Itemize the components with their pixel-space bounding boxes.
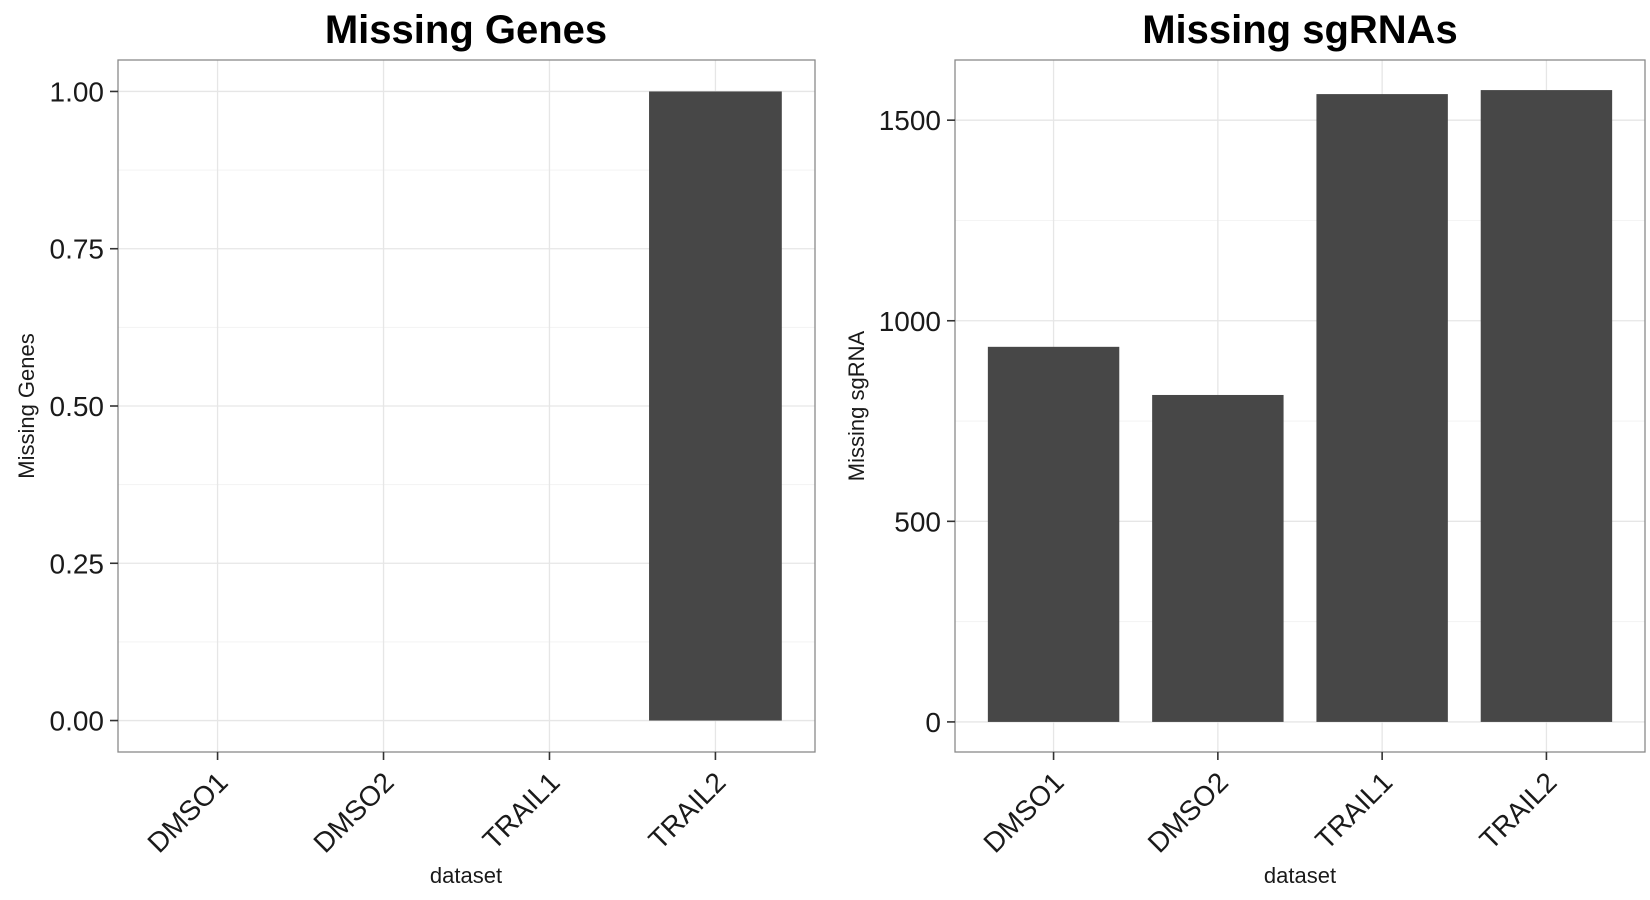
y-tick-label: 0.00 bbox=[50, 706, 105, 737]
x-tick-label: TRAIL1 bbox=[477, 766, 566, 855]
y-tick-label: 0.75 bbox=[50, 234, 105, 265]
x-tick-label: DMSO2 bbox=[1142, 766, 1234, 858]
y-tick-label: 1000 bbox=[879, 306, 941, 337]
y-tick-label: 0.25 bbox=[50, 548, 105, 579]
bar-trail2 bbox=[649, 91, 782, 721]
x-tick-label: DMSO2 bbox=[307, 766, 399, 858]
bar-trail1 bbox=[1316, 94, 1448, 722]
y-axis-title: Missing Genes bbox=[14, 333, 39, 479]
x-axis-title: dataset bbox=[1264, 863, 1336, 888]
y-axis-title: Missing sgRNA bbox=[844, 330, 869, 481]
chart-title: Missing Genes bbox=[325, 8, 607, 52]
x-tick-label: TRAIL2 bbox=[643, 766, 732, 855]
x-tick-label: DMSO1 bbox=[977, 766, 1069, 858]
chart-panel-2: 0 500 1000 1500 DMSO1 DMSO2 TRAIL1 TRAIL2 Missin… bbox=[844, 8, 1646, 888]
y-tick-label: 1.00 bbox=[50, 76, 105, 107]
x-axis-title: dataset bbox=[430, 863, 502, 888]
x-tick-label: TRAIL1 bbox=[1309, 766, 1398, 855]
bar-dmso2 bbox=[1152, 394, 1284, 722]
x-tick-label: TRAIL2 bbox=[1474, 766, 1563, 855]
x-tick-label: DMSO1 bbox=[141, 766, 233, 858]
bar-trail2 bbox=[1480, 90, 1613, 722]
y-tick-label: 0 bbox=[925, 707, 941, 738]
panel-border bbox=[954, 59, 1646, 753]
y-tick-label: 500 bbox=[894, 506, 941, 537]
chart-title: Missing sgRNAs bbox=[1142, 8, 1458, 52]
bar-dmso1 bbox=[987, 346, 1120, 722]
chart-panel-1: 0.00 0.25 0.50 0.75 1.00 DMSO1 DMSO2 TRAIL1 TRAI… bbox=[14, 8, 816, 888]
y-tick-label: 1500 bbox=[879, 105, 941, 136]
y-tick-label: 0.50 bbox=[50, 391, 105, 422]
